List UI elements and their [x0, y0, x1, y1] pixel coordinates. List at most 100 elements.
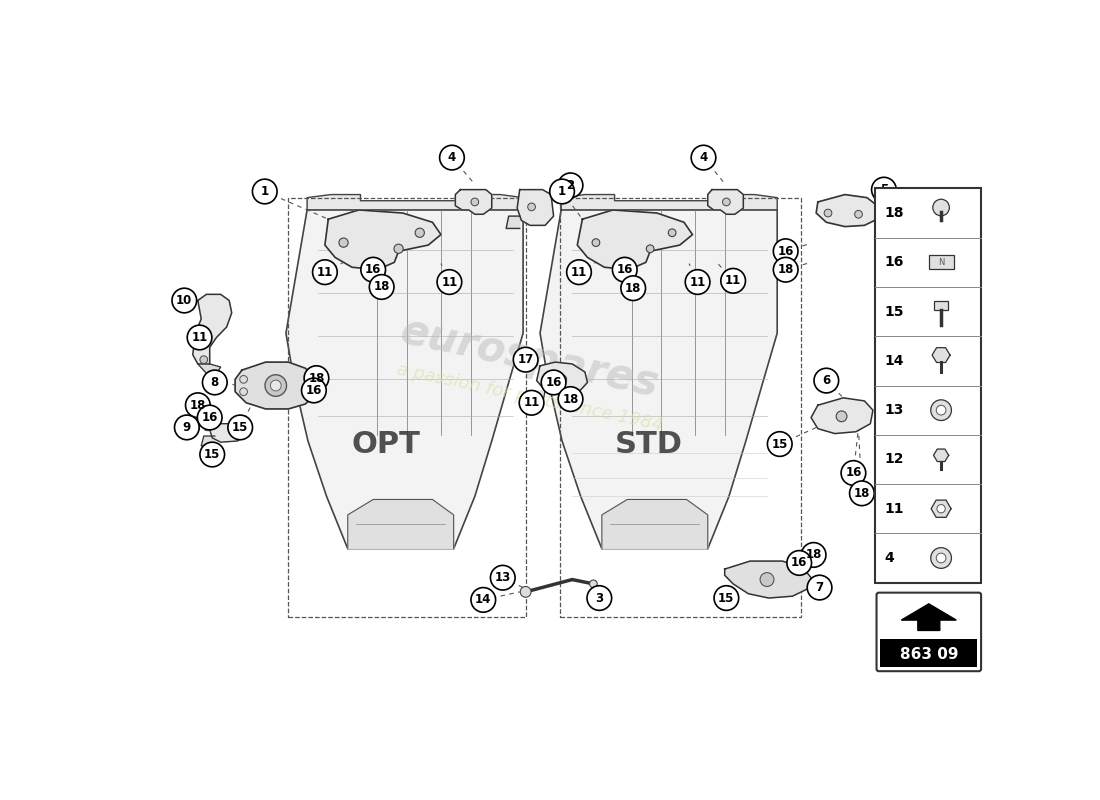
Circle shape	[491, 566, 515, 590]
Text: 7: 7	[815, 581, 824, 594]
Circle shape	[760, 573, 774, 586]
Text: 4: 4	[700, 151, 707, 164]
Text: 2: 2	[566, 179, 574, 192]
Text: 18: 18	[308, 372, 324, 385]
Circle shape	[720, 269, 746, 293]
Text: 11: 11	[524, 396, 540, 410]
Polygon shape	[578, 210, 693, 270]
Text: 16: 16	[201, 411, 218, 424]
Text: 16: 16	[778, 245, 794, 258]
Circle shape	[669, 229, 676, 237]
Bar	[876, 188, 981, 582]
Circle shape	[541, 370, 565, 394]
Circle shape	[519, 390, 543, 415]
Circle shape	[187, 325, 212, 350]
Text: 16: 16	[616, 263, 632, 276]
Polygon shape	[934, 449, 948, 462]
Circle shape	[587, 586, 612, 610]
Text: 10: 10	[176, 294, 192, 307]
Polygon shape	[235, 362, 317, 409]
Circle shape	[936, 553, 946, 563]
Circle shape	[824, 209, 832, 217]
Circle shape	[301, 378, 327, 402]
Circle shape	[528, 203, 536, 210]
Text: STD: STD	[615, 430, 682, 458]
Circle shape	[339, 238, 348, 247]
Circle shape	[620, 276, 646, 301]
Circle shape	[786, 550, 812, 575]
Text: 15: 15	[771, 438, 788, 450]
Circle shape	[200, 356, 208, 363]
Circle shape	[849, 481, 875, 506]
Text: 15: 15	[884, 305, 904, 318]
Polygon shape	[811, 398, 873, 434]
Circle shape	[228, 415, 253, 440]
Circle shape	[370, 274, 394, 299]
Circle shape	[723, 198, 730, 206]
Circle shape	[361, 258, 385, 282]
Text: a passion for parts since 1984: a passion for parts since 1984	[395, 361, 664, 435]
Polygon shape	[602, 499, 707, 549]
Polygon shape	[707, 190, 744, 214]
Text: 11: 11	[884, 502, 904, 516]
Text: 11: 11	[725, 274, 741, 287]
Polygon shape	[348, 499, 453, 549]
Circle shape	[197, 406, 222, 430]
Bar	[934, 301, 948, 310]
Circle shape	[202, 370, 227, 394]
Circle shape	[855, 210, 862, 218]
Polygon shape	[932, 348, 950, 362]
Circle shape	[592, 238, 600, 246]
Circle shape	[933, 199, 949, 216]
Circle shape	[842, 461, 866, 486]
Text: 16: 16	[306, 384, 322, 397]
Circle shape	[394, 244, 404, 254]
Text: 11: 11	[690, 275, 706, 289]
Circle shape	[265, 374, 286, 396]
Bar	[288, 198, 526, 617]
Circle shape	[566, 260, 592, 285]
Circle shape	[550, 179, 574, 204]
Text: 16: 16	[365, 263, 382, 276]
Text: 11: 11	[571, 266, 587, 278]
Circle shape	[814, 368, 838, 393]
Circle shape	[685, 270, 710, 294]
Polygon shape	[286, 210, 524, 549]
Text: 18: 18	[374, 281, 389, 294]
Text: 14: 14	[475, 594, 492, 606]
Text: 13: 13	[495, 571, 510, 584]
Text: 9: 9	[183, 421, 191, 434]
Circle shape	[415, 228, 425, 238]
Text: 16: 16	[845, 466, 861, 479]
Text: 1: 1	[558, 185, 566, 198]
Text: 16: 16	[884, 255, 904, 270]
Circle shape	[936, 406, 946, 415]
Text: 18: 18	[562, 393, 579, 406]
Circle shape	[937, 505, 945, 513]
Circle shape	[558, 386, 583, 411]
Text: 16: 16	[791, 557, 807, 570]
Text: 4: 4	[884, 551, 894, 565]
Text: eurospares: eurospares	[397, 310, 663, 406]
Circle shape	[613, 258, 637, 282]
Text: 18: 18	[625, 282, 641, 294]
Polygon shape	[307, 194, 524, 210]
Circle shape	[440, 146, 464, 170]
Text: 863 09: 863 09	[900, 647, 958, 662]
Circle shape	[240, 388, 248, 395]
Circle shape	[301, 388, 309, 395]
Text: 11: 11	[191, 331, 208, 344]
Circle shape	[807, 575, 832, 600]
Bar	[880, 639, 977, 667]
Circle shape	[252, 179, 277, 204]
FancyArrow shape	[901, 604, 956, 630]
Circle shape	[768, 432, 792, 456]
Circle shape	[590, 580, 597, 588]
Bar	[560, 198, 801, 617]
Polygon shape	[816, 194, 879, 226]
Text: 18: 18	[884, 206, 904, 220]
Text: 14: 14	[884, 354, 904, 368]
Circle shape	[871, 178, 896, 202]
Polygon shape	[725, 561, 811, 598]
Circle shape	[312, 260, 338, 285]
